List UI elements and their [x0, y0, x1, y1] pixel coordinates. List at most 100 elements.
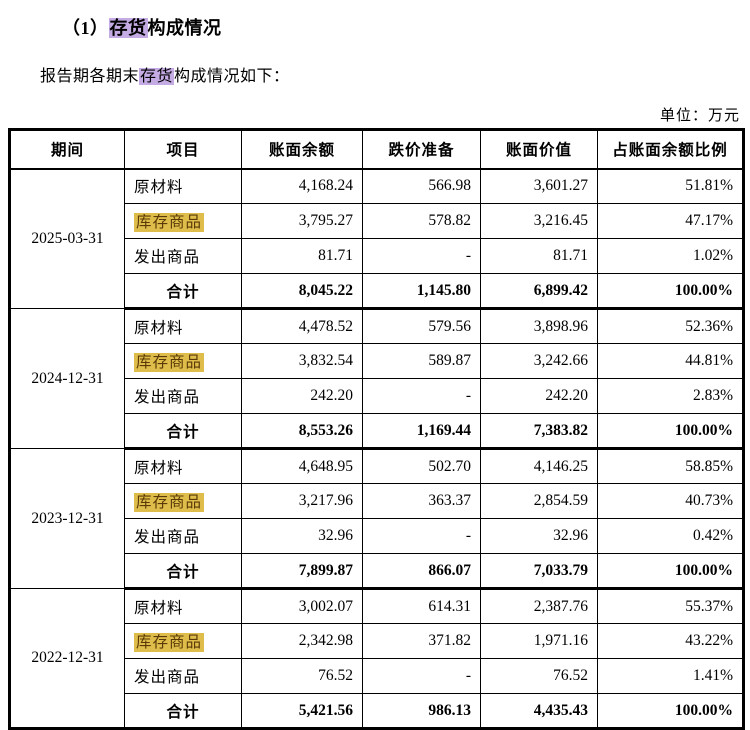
period-cell: 2022-12-31 [9, 588, 125, 729]
item-highlight: 库存商品 [134, 213, 205, 232]
item-highlight: 库存商品 [134, 633, 205, 652]
header-provision: 跌价准备 [362, 129, 481, 170]
total-label-cell: 合计 [124, 413, 242, 450]
item-row: 库存商品 3,832.54 589.87 3,242.66 44.81% [10, 343, 744, 379]
total-row: 合计 7,899.87 866.07 7,033.79 100.00% [10, 553, 744, 590]
value-cell: 81.71 [480, 238, 598, 274]
total-value-cell: 6,899.42 [480, 273, 598, 310]
value-cell: 32.96 [480, 518, 598, 554]
ratio-cell: 52.36% [597, 308, 744, 344]
provision-cell: 371.82 [362, 623, 481, 659]
inventory-table: 期间 项目 账面余额 跌价准备 账面价值 占账面余额比例 2025-03-31 原… [8, 128, 745, 730]
period-cell: 2023-12-31 [9, 448, 125, 589]
total-provision-cell: 986.13 [362, 693, 481, 730]
value-cell: 3,898.96 [480, 308, 598, 344]
ratio-cell: 2.83% [597, 378, 744, 414]
provision-cell: 589.87 [362, 343, 481, 379]
item-row: 库存商品 3,217.96 363.37 2,854.59 40.73% [10, 483, 744, 519]
header-balance: 账面余额 [241, 129, 363, 170]
ratio-cell: 55.37% [597, 588, 744, 624]
section-title: （1）存货构成情况 [62, 14, 750, 40]
provision-cell: 579.56 [362, 308, 481, 344]
value-cell: 76.52 [480, 658, 598, 694]
unit-label: 单位：万元 [659, 108, 740, 124]
ratio-cell: 47.17% [597, 203, 744, 239]
total-provision-cell: 1,169.44 [362, 413, 481, 450]
item-highlight: 库存商品 [134, 493, 205, 512]
intro-suffix: 构成情况如下： [174, 68, 290, 85]
balance-cell: 4,168.24 [241, 168, 363, 204]
ratio-cell: 1.41% [597, 658, 744, 694]
balance-cell: 3,832.54 [241, 343, 363, 379]
header-item: 项目 [124, 129, 242, 170]
total-ratio-cell: 100.00% [597, 413, 744, 450]
provision-cell: 566.98 [362, 168, 481, 204]
provision-cell: 502.70 [362, 448, 481, 484]
item-cell: 库存商品 [124, 623, 242, 659]
item-row: 2023-12-31 原材料 4,648.95 502.70 4,146.25 58.85… [9, 448, 744, 589]
ratio-cell: 43.22% [597, 623, 744, 659]
item-row: 库存商品 2,342.98 371.82 1,971.16 43.22% [10, 623, 744, 659]
item-cell: 库存商品 [124, 343, 242, 379]
total-balance-cell: 7,899.87 [241, 553, 363, 590]
balance-cell: 4,648.95 [241, 448, 363, 484]
balance-cell: 76.52 [241, 658, 363, 694]
item-cell: 原材料 [124, 448, 242, 484]
intro-highlight: 存货 [139, 68, 175, 85]
total-balance-cell: 8,553.26 [241, 413, 363, 450]
provision-cell: - [362, 658, 481, 694]
balance-cell: 2,342.98 [241, 623, 363, 659]
value-cell: 3,242.66 [480, 343, 598, 379]
balance-cell: 4,478.52 [241, 308, 363, 344]
total-row: 合计 8,553.26 1,169.44 7,383.82 100.00% [10, 413, 744, 450]
section-title-prefix: （1） [62, 18, 109, 38]
value-cell: 3,601.27 [480, 168, 598, 204]
balance-cell: 32.96 [241, 518, 363, 554]
section-title-highlight: 存货 [108, 18, 148, 38]
item-highlight: 库存商品 [134, 353, 205, 372]
total-value-cell: 7,383.82 [480, 413, 598, 450]
total-value-cell: 7,033.79 [480, 553, 598, 590]
value-cell: 3,216.45 [480, 203, 598, 239]
value-cell: 2,387.76 [480, 588, 598, 624]
item-cell: 库存商品 [124, 203, 242, 239]
provision-cell: 614.31 [362, 588, 481, 624]
balance-cell: 242.20 [241, 378, 363, 414]
ratio-cell: 51.81% [597, 168, 744, 204]
total-balance-cell: 5,421.56 [241, 693, 363, 730]
balance-cell: 3,002.07 [241, 588, 363, 624]
provision-cell: - [362, 518, 481, 554]
item-cell: 库存商品 [124, 483, 242, 519]
ratio-cell: 58.85% [597, 448, 744, 484]
item-row: 库存商品 3,795.27 578.82 3,216.45 47.17% [10, 203, 744, 239]
item-row: 发出商品 242.20-242.20 2.83% [10, 378, 744, 414]
period-cell: 2025-03-31 [9, 168, 125, 309]
balance-cell: 3,217.96 [241, 483, 363, 519]
item-row: 发出商品 76.52-76.52 1.41% [10, 658, 744, 694]
period-cell: 2024-12-31 [9, 308, 125, 449]
total-ratio-cell: 100.00% [597, 693, 744, 730]
total-label-cell: 合计 [124, 553, 242, 590]
inventory-table-header: 期间 项目 账面余额 跌价准备 账面价值 占账面余额比例 [9, 129, 744, 170]
item-cell: 发出商品 [124, 378, 242, 414]
item-cell: 原材料 [124, 588, 242, 624]
header-row: 期间 项目 账面余额 跌价准备 账面价值 占账面余额比例 [9, 129, 744, 170]
balance-cell: 3,795.27 [241, 203, 363, 239]
value-cell: 4,146.25 [480, 448, 598, 484]
total-balance-cell: 8,045.22 [241, 273, 363, 310]
value-cell: 2,854.59 [480, 483, 598, 519]
total-label-cell: 合计 [124, 693, 242, 730]
value-cell: 1,971.16 [480, 623, 598, 659]
item-row: 2025-03-31 原材料 4,168.24 566.98 3,601.27 51.81… [9, 168, 744, 309]
ratio-cell: 0.42% [597, 518, 744, 554]
item-cell: 原材料 [124, 168, 242, 204]
item-cell: 发出商品 [124, 238, 242, 274]
ratio-cell: 44.81% [597, 343, 744, 379]
provision-cell: 578.82 [362, 203, 481, 239]
header-period: 期间 [9, 129, 125, 170]
total-value-cell: 4,435.43 [480, 693, 598, 730]
header-ratio: 占账面余额比例 [597, 129, 744, 170]
item-cell: 发出商品 [124, 518, 242, 554]
total-ratio-cell: 100.00% [597, 553, 744, 590]
